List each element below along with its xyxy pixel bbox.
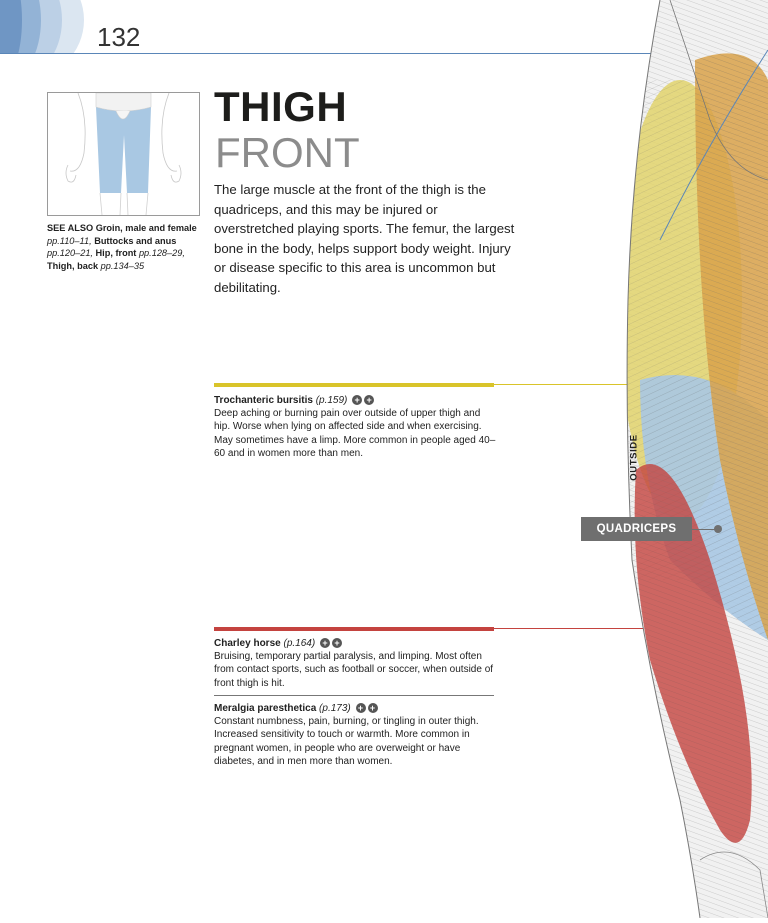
entry-text: Constant numbness, pain, burning, or tin… <box>214 716 479 767</box>
entry-separator <box>214 695 494 696</box>
red-leader-line <box>494 628 644 629</box>
plus-icon: + <box>352 395 363 406</box>
see-also-item[interactable]: Hip, front <box>95 248 137 258</box>
entry-title[interactable]: Meralgia paresthetica <box>214 703 317 714</box>
see-also-item[interactable]: Groin, male and female <box>95 223 197 233</box>
see-also-pages: pp.134–35 <box>100 260 145 271</box>
header-rule <box>0 53 660 54</box>
red-bar <box>214 627 494 631</box>
entry-text: Bruising, temporary partial paralysis, a… <box>214 651 494 689</box>
quadriceps-pointer-dot <box>714 525 722 533</box>
quadriceps-label: QUADRICEPS <box>581 517 692 541</box>
thigh-anatomy-illustration <box>600 0 768 919</box>
entry-text: Deep aching or burning pain over outside… <box>214 408 496 459</box>
outside-label: OUTSIDE <box>628 434 640 481</box>
entry-trochanteric-bursitis: Trochanteric bursitis (p.159) + + Deep ac… <box>214 394 499 460</box>
entry-meralgia-paresthetica: Meralgia paresthetica (p.173) + + Constan… <box>214 702 499 768</box>
plus-icon: + <box>331 638 342 649</box>
body-thumbnail <box>47 92 200 216</box>
see-also: SEE ALSO Groin, male and female pp.110–1… <box>47 222 197 272</box>
yellow-bar <box>214 383 494 387</box>
entry-ref: (p.173) <box>319 703 351 714</box>
page-subtitle: FRONT <box>215 129 360 176</box>
entry-ref: (p.159) <box>315 395 348 406</box>
intro-paragraph: The large muscle at the front of the thi… <box>214 182 515 295</box>
see-also-item[interactable]: Thigh, back <box>47 260 99 271</box>
entry-ref: (p.164) <box>283 638 316 649</box>
see-also-pages: pp.128–29, <box>138 248 185 258</box>
see-also-item[interactable]: Buttocks and anus <box>94 235 177 246</box>
entry-title[interactable]: Trochanteric bursitis <box>214 395 313 406</box>
chapter-tab <box>0 0 90 54</box>
entry-title[interactable]: Charley horse <box>214 638 281 649</box>
see-also-pages: pp.110–11, <box>47 235 92 246</box>
plus-icon: + <box>364 395 375 406</box>
see-also-label: SEE ALSO <box>47 223 94 233</box>
quadriceps-leader-line <box>692 529 716 530</box>
entry-charley-horse: Charley horse (p.164) + + Bruising, tempo… <box>214 637 499 690</box>
yellow-leader-line <box>494 384 644 385</box>
plus-icon: + <box>319 638 330 649</box>
plus-icon: + <box>367 703 378 714</box>
page-number: 132 <box>97 22 141 52</box>
plus-icon: + <box>355 703 366 714</box>
see-also-pages: pp.120–21, <box>47 248 93 258</box>
page-title: THIGH <box>214 83 348 130</box>
